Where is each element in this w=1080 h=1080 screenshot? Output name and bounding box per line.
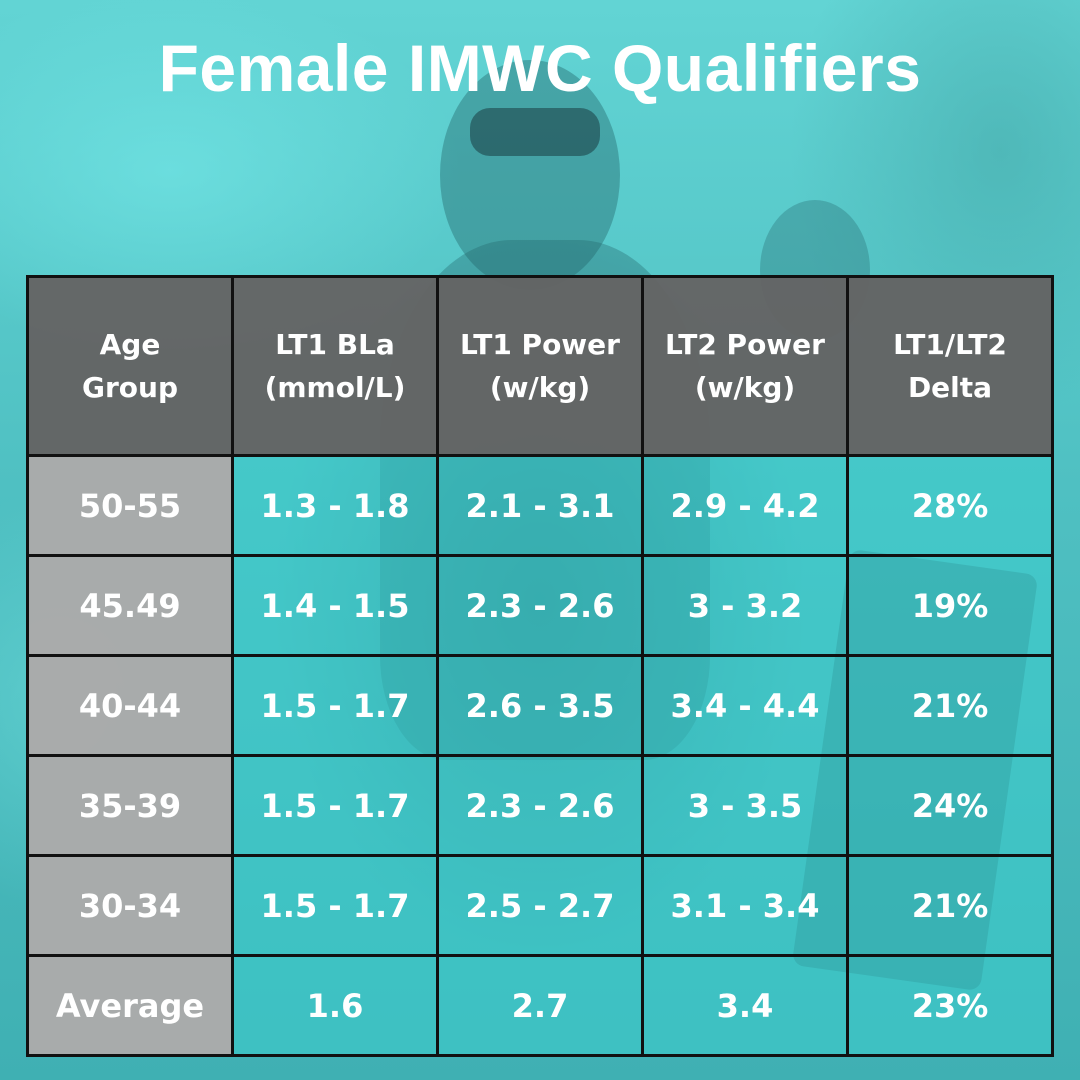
header-line: Age	[99, 328, 161, 361]
average-label-cell: Average	[26, 954, 234, 1057]
avg-lt1-bla-cell: 1.6	[231, 954, 439, 1057]
lt1-bla-cell: 1.4 - 1.5	[231, 554, 439, 657]
qualifiers-table: Age Group LT1 BLa (mmol/L) LT1 Power (w/…	[26, 275, 1054, 1057]
header-lt1-power: LT1 Power (w/kg)	[436, 275, 644, 457]
delta-cell: 21%	[846, 854, 1054, 957]
lt1-bla-cell: 1.5 - 1.7	[231, 854, 439, 957]
header-row: Age Group LT1 BLa (mmol/L) LT1 Power (w/…	[26, 275, 1054, 457]
lt2-power-cell: 3 - 3.2	[641, 554, 849, 657]
delta-cell: 28%	[846, 454, 1054, 557]
lt1-bla-cell: 1.5 - 1.7	[231, 754, 439, 857]
header-line: (w/kg)	[694, 371, 796, 404]
avg-lt1-power-cell: 2.7	[436, 954, 644, 1057]
header-line: LT1 BLa	[275, 328, 395, 361]
age-group-cell: 45.49	[26, 554, 234, 657]
age-group-cell: 35-39	[26, 754, 234, 857]
page-title: Female IMWC Qualifiers	[158, 31, 922, 105]
header-lt1-bla: LT1 BLa (mmol/L)	[231, 275, 439, 457]
lt2-power-cell: 3 - 3.5	[641, 754, 849, 857]
lt1-power-cell: 2.5 - 2.7	[436, 854, 644, 957]
lt1-bla-cell: 1.3 - 1.8	[231, 454, 439, 557]
header-line: LT1 Power	[460, 328, 620, 361]
age-group-cell: 30-34	[26, 854, 234, 957]
lt1-bla-cell: 1.5 - 1.7	[231, 654, 439, 757]
header-line: (w/kg)	[489, 371, 591, 404]
table-row: 30-34 1.5 - 1.7 2.5 - 2.7 3.1 - 3.4 21%	[26, 854, 1054, 957]
header-line: LT2 Power	[665, 328, 825, 361]
lt1-power-cell: 2.3 - 2.6	[436, 554, 644, 657]
delta-cell: 24%	[846, 754, 1054, 857]
table-row: 50-55 1.3 - 1.8 2.1 - 3.1 2.9 - 4.2 28%	[26, 454, 1054, 557]
sunglasses-shape	[470, 108, 600, 156]
lt1-power-cell: 2.6 - 3.5	[436, 654, 644, 757]
header-lt2-power: LT2 Power (w/kg)	[641, 275, 849, 457]
lt2-power-cell: 2.9 - 4.2	[641, 454, 849, 557]
lt2-power-cell: 3.1 - 3.4	[641, 854, 849, 957]
table-row: 35-39 1.5 - 1.7 2.3 - 2.6 3 - 3.5 24%	[26, 754, 1054, 857]
header-line: (mmol/L)	[264, 371, 406, 404]
avg-delta-cell: 23%	[846, 954, 1054, 1057]
delta-cell: 21%	[846, 654, 1054, 757]
delta-cell: 19%	[846, 554, 1054, 657]
athlete-head-shape	[440, 60, 620, 290]
table-row: 45.49 1.4 - 1.5 2.3 - 2.6 3 - 3.2 19%	[26, 554, 1054, 657]
age-group-cell: 40-44	[26, 654, 234, 757]
table-row: 40-44 1.5 - 1.7 2.6 - 3.5 3.4 - 4.4 21%	[26, 654, 1054, 757]
lt2-power-cell: 3.4 - 4.4	[641, 654, 849, 757]
header-age-group: Age Group	[26, 275, 234, 457]
header-line: Delta	[907, 371, 993, 404]
age-group-cell: 50-55	[26, 454, 234, 557]
lt1-power-cell: 2.3 - 2.6	[436, 754, 644, 857]
average-row: Average 1.6 2.7 3.4 23%	[26, 954, 1054, 1057]
lt1-power-cell: 2.1 - 3.1	[436, 454, 644, 557]
header-delta: LT1/LT2 Delta	[846, 275, 1054, 457]
header-line: LT1/LT2	[893, 328, 1007, 361]
header-line: Group	[81, 371, 178, 404]
avg-lt2-power-cell: 3.4	[641, 954, 849, 1057]
